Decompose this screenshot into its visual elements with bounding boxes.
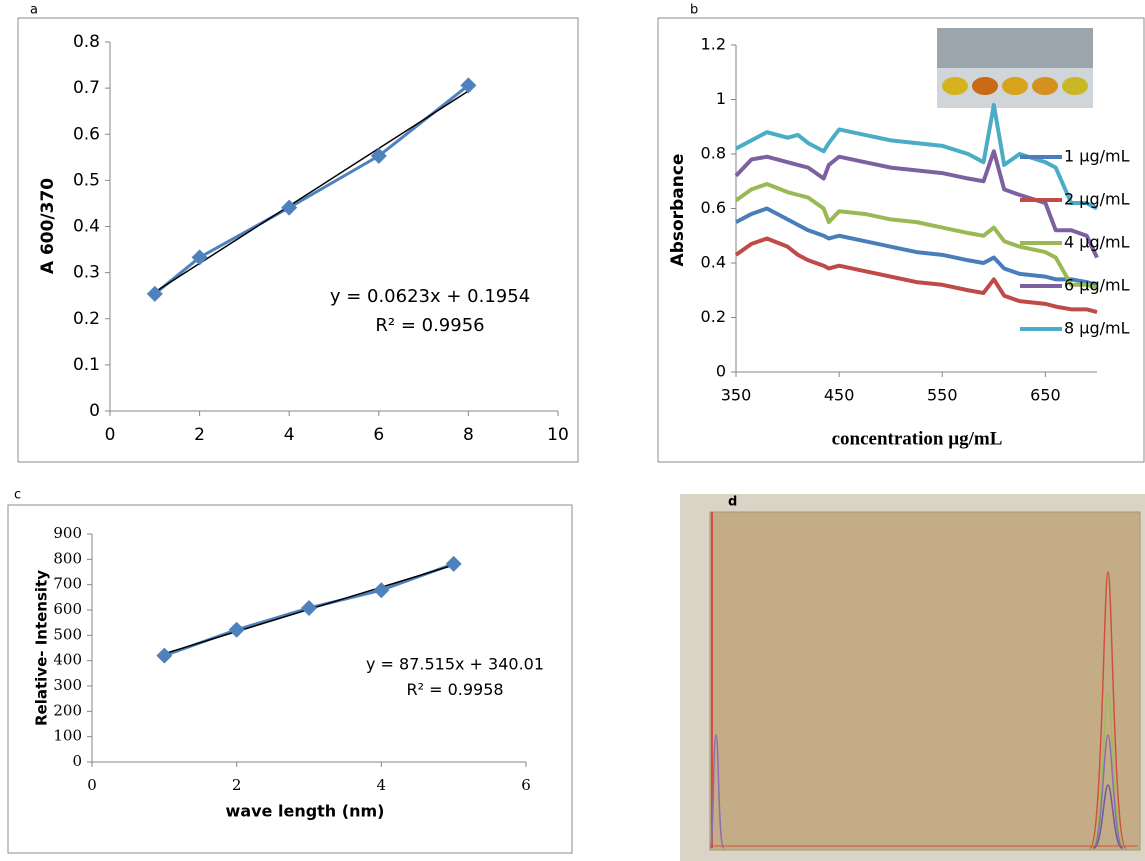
legend-label: 8 µg/mL [1064, 319, 1130, 338]
photo-flask [1002, 77, 1028, 95]
x-tick-label: 650 [1030, 386, 1061, 405]
y-tick-label: 500 [53, 625, 82, 643]
photo-flask [1032, 77, 1058, 95]
legend-label: 1 µg/mL [1064, 147, 1130, 166]
legend-label: 6 µg/mL [1064, 276, 1130, 295]
x-tick-label: 8 [463, 425, 474, 445]
x-tick-label: 350 [721, 386, 752, 405]
screenshot-plot [710, 512, 1140, 850]
x-tick-label: 450 [824, 386, 855, 405]
figure: a00.10.20.30.40.50.60.70.80246810A 600/3… [0, 0, 1145, 861]
y-tick-label: 0.2 [73, 309, 100, 329]
photo-flask [1062, 77, 1088, 95]
y-tick-label: 0.5 [73, 170, 100, 190]
photo-flask [972, 77, 998, 95]
y-tick-label: 0 [89, 401, 100, 421]
x-tick-label: 2 [232, 776, 242, 794]
panel-label: a [30, 3, 38, 18]
x-tick-label: 4 [377, 776, 387, 794]
panel-label: c [14, 488, 21, 503]
y-tick-label: 0.1 [73, 355, 100, 375]
legend-label: 4 µg/mL [1064, 233, 1130, 252]
x-tick-label: 0 [105, 425, 116, 445]
x-tick-label: 0 [87, 776, 97, 794]
y-tick-label: 0.2 [701, 307, 726, 326]
y-tick-label: 0 [716, 362, 726, 381]
y-tick-label: 700 [53, 575, 82, 593]
equation: y = 87.515x + 340.01 [366, 655, 544, 674]
y-tick-label: 800 [53, 549, 82, 567]
equation: R² = 0.9958 [406, 680, 503, 699]
legend-label: 2 µg/mL [1064, 190, 1130, 209]
y-tick-label: 900 [53, 524, 82, 542]
y-tick-label: 0.4 [73, 217, 100, 237]
x-tick-label: 10 [547, 425, 569, 445]
x-tick-label: 6 [373, 425, 384, 445]
x-tick-label: 6 [521, 776, 531, 794]
equation: y = 0.0623x + 0.1954 [330, 286, 530, 307]
y-axis-title: A 600/370 [38, 178, 58, 274]
x-tick-label: 550 [927, 386, 958, 405]
spectrum-screenshot [680, 494, 1145, 861]
y-tick-label: 200 [53, 701, 82, 719]
y-tick-label: 0.8 [701, 144, 726, 163]
x-tick-label: 2 [194, 425, 205, 445]
inset-photo [937, 28, 1093, 108]
y-tick-label: 0.6 [73, 124, 100, 144]
y-tick-label: 1 [716, 89, 726, 108]
y-tick-label: 100 [53, 727, 82, 745]
photo-flask [942, 77, 968, 95]
y-tick-label: 600 [53, 600, 82, 618]
y-axis-title: Absorbance [668, 154, 688, 267]
y-tick-label: 0.4 [701, 253, 726, 272]
x-axis-title: wave length (nm) [226, 802, 385, 821]
y-tick-label: 0.7 [73, 78, 100, 98]
y-tick-label: 0.8 [73, 32, 100, 52]
y-tick-label: 0.3 [73, 263, 100, 283]
y-tick-label: 0 [72, 752, 82, 770]
y-tick-label: 300 [53, 676, 82, 694]
page: a00.10.20.30.40.50.60.70.80246810A 600/3… [0, 0, 1145, 861]
y-tick-label: 1.2 [701, 35, 726, 54]
x-tick-label: 4 [284, 425, 295, 445]
panel-label: b [690, 3, 698, 18]
equation: R² = 0.9956 [375, 315, 484, 336]
y-tick-label: 400 [53, 651, 82, 669]
x-axis-title: concentration µg/mL [832, 428, 1003, 449]
y-axis-title: Relative- Intensity [33, 570, 51, 726]
y-tick-label: 0.6 [701, 198, 726, 217]
panel-label: d [728, 495, 737, 510]
